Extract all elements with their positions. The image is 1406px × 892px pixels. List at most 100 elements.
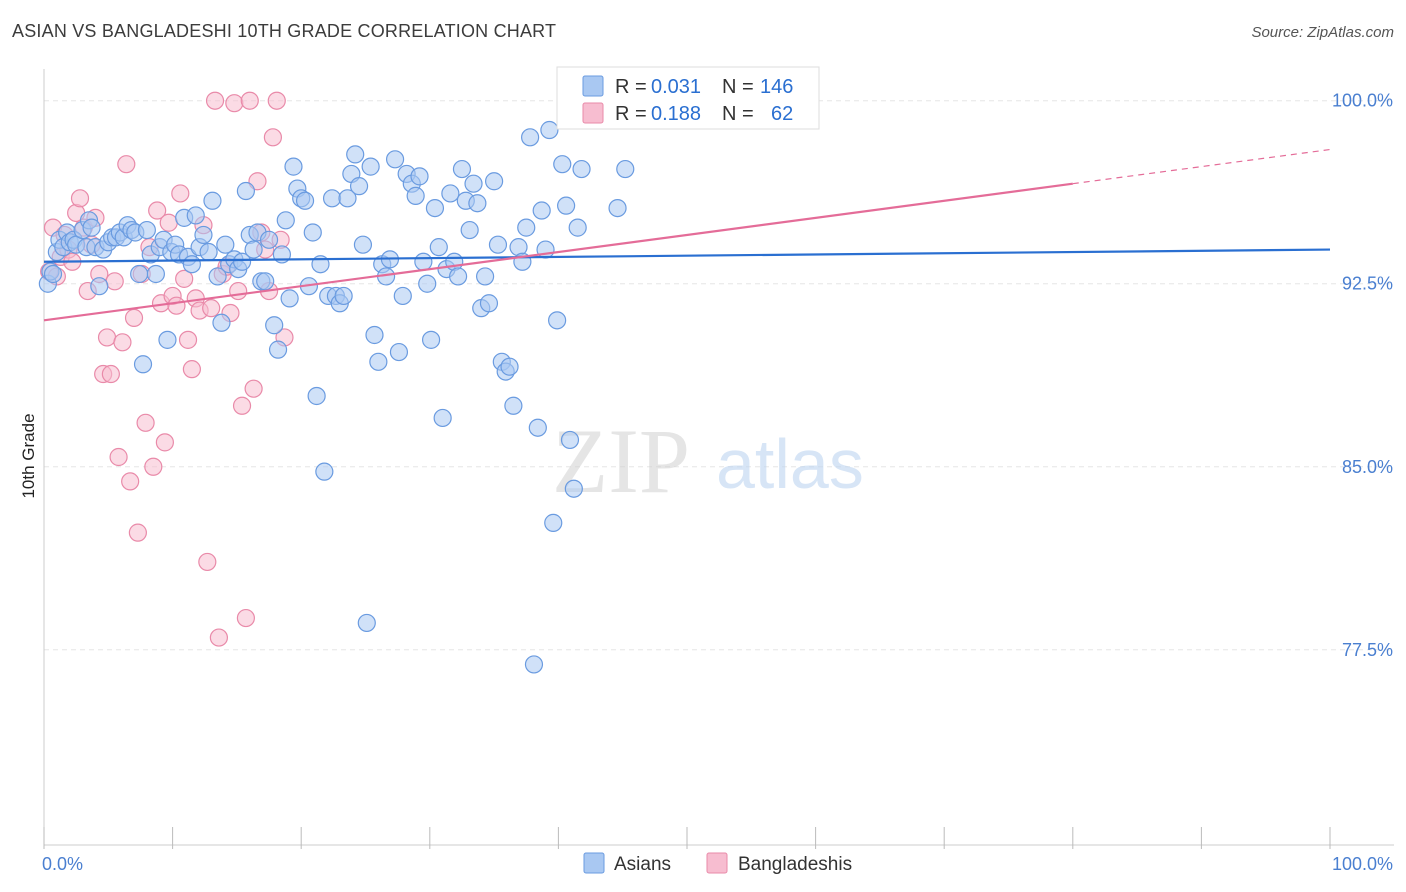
- bangladeshi-point-49: [229, 281, 248, 301]
- asian-point-109: [464, 174, 483, 193]
- y-axis-title: 10th Grade: [19, 413, 38, 498]
- legend-bangladeshis-swatch: [706, 852, 728, 874]
- asian-point-73: [322, 189, 342, 208]
- stats-legend: R = 0.031 N = 146 R = 0.188 N = 62: [556, 66, 820, 130]
- legend-asian-r-value: 0.031: [651, 76, 701, 98]
- bangladeshis-trend-extension: [1072, 148, 1331, 185]
- asian-point-122: [517, 218, 536, 237]
- bangladeshi-point-51: [236, 608, 256, 628]
- bangladeshi-point-52: [240, 91, 259, 110]
- asian-point-44: [208, 267, 227, 286]
- y-tick-label-2: 85.0%: [1342, 457, 1393, 477]
- asian-point-68: [303, 223, 322, 242]
- asian-point-69: [307, 386, 326, 406]
- asian-point-94: [406, 186, 425, 205]
- asian-point-123: [521, 128, 540, 147]
- y-tick-label-3: 77.5%: [1342, 640, 1393, 660]
- asian-point-15: [90, 277, 109, 296]
- bangladeshis-trend-line: [43, 182, 1073, 322]
- legend-asians-swatch: [583, 852, 605, 874]
- trend-lines: [43, 148, 1331, 322]
- asian-point-38: [182, 255, 201, 274]
- asian-point-131: [553, 155, 572, 174]
- asian-point-132: [557, 196, 576, 215]
- legend-bangla-n-value: 62: [771, 103, 793, 125]
- bangladeshi-point-37: [182, 360, 201, 379]
- asian-point-136: [572, 159, 591, 179]
- asian-point-61: [276, 211, 295, 230]
- asian-point-129: [544, 513, 563, 532]
- legend-asians-label: Asians: [614, 854, 671, 875]
- bangladeshi-point-16: [101, 364, 120, 384]
- asian-point-99: [425, 198, 445, 218]
- asian-point-110: [468, 194, 487, 213]
- bangladeshi-point-43: [205, 91, 225, 110]
- asian-point-45: [212, 313, 231, 332]
- legend-asian-n-label: N =: [722, 76, 754, 98]
- asian-point-98: [421, 330, 441, 349]
- asian-point-106: [452, 159, 472, 179]
- asian-point-42: [199, 242, 218, 262]
- series-asians-points: [38, 91, 742, 674]
- y-tick-labels: 100.0% 92.5% 85.0% 77.5%: [1332, 91, 1393, 660]
- asian-point-13: [82, 218, 101, 237]
- bangladeshi-point-19: [113, 333, 132, 352]
- asian-point-29: [146, 264, 165, 284]
- asian-point-91: [393, 286, 412, 306]
- asian-point-79: [346, 145, 365, 164]
- asian-point-80: [349, 177, 369, 196]
- bangladeshi-point-48: [225, 94, 244, 113]
- bangladeshi-point-27: [144, 457, 163, 476]
- asian-point-101: [433, 408, 452, 428]
- asian-point-58: [265, 316, 284, 335]
- asian-point-85: [369, 352, 388, 371]
- asian-point-59: [268, 340, 288, 359]
- asian-point-135: [568, 218, 587, 237]
- asian-point-97: [418, 274, 437, 293]
- bangladeshi-point-22: [124, 308, 144, 328]
- asian-point-77: [338, 189, 357, 208]
- bangladeshi-point-50: [232, 396, 252, 415]
- bangladeshi-point-17: [105, 272, 124, 291]
- asian-point-130: [548, 311, 567, 330]
- asian-point-95: [410, 167, 429, 186]
- asian-point-105: [448, 267, 468, 286]
- asian-point-100: [429, 238, 448, 257]
- y-tick-label-0: 100.0%: [1332, 91, 1393, 111]
- legend-bangla-r-label: R =: [615, 103, 647, 125]
- asian-point-83: [361, 157, 380, 176]
- legend-bangla-swatch: [582, 102, 604, 124]
- asian-point-25: [130, 264, 149, 284]
- asian-point-66: [295, 191, 315, 210]
- bangladeshi-point-30: [155, 433, 174, 452]
- series-bangladeshis-points: [40, 91, 294, 647]
- legend-asian-swatch: [582, 75, 604, 97]
- bangladeshi-point-8: [70, 189, 90, 208]
- asian-point-126: [532, 201, 551, 220]
- asian-point-115: [488, 235, 508, 254]
- asian-point-76: [334, 286, 353, 306]
- asian-point-39: [186, 206, 205, 225]
- bangladeshi-point-41: [198, 552, 217, 572]
- watermark: ZIP atlas: [552, 410, 864, 512]
- asian-point-125: [528, 418, 547, 437]
- asian-point-108: [460, 220, 479, 240]
- asian-point-103: [441, 184, 460, 203]
- asian-point-71: [315, 462, 334, 481]
- asian-point-50: [232, 252, 252, 271]
- bangladeshi-point-42: [202, 299, 221, 318]
- asian-point-137: [608, 198, 627, 218]
- asian-point-114: [485, 172, 504, 191]
- bangladeshi-point-23: [128, 523, 147, 542]
- asian-point-138: [616, 159, 635, 179]
- asian-point-63: [284, 157, 303, 176]
- asian-point-57: [259, 230, 279, 249]
- bangladeshi-point-58: [263, 128, 283, 147]
- bangladeshi-point-35: [175, 269, 194, 288]
- legend-asian-n-value: 146: [760, 76, 793, 98]
- legend-bangla-r-value: 0.188: [651, 103, 701, 125]
- asian-point-51: [236, 181, 256, 201]
- bangladeshi-point-31: [159, 213, 178, 232]
- asian-point-96: [414, 252, 433, 271]
- bangladeshi-point-28: [148, 201, 167, 220]
